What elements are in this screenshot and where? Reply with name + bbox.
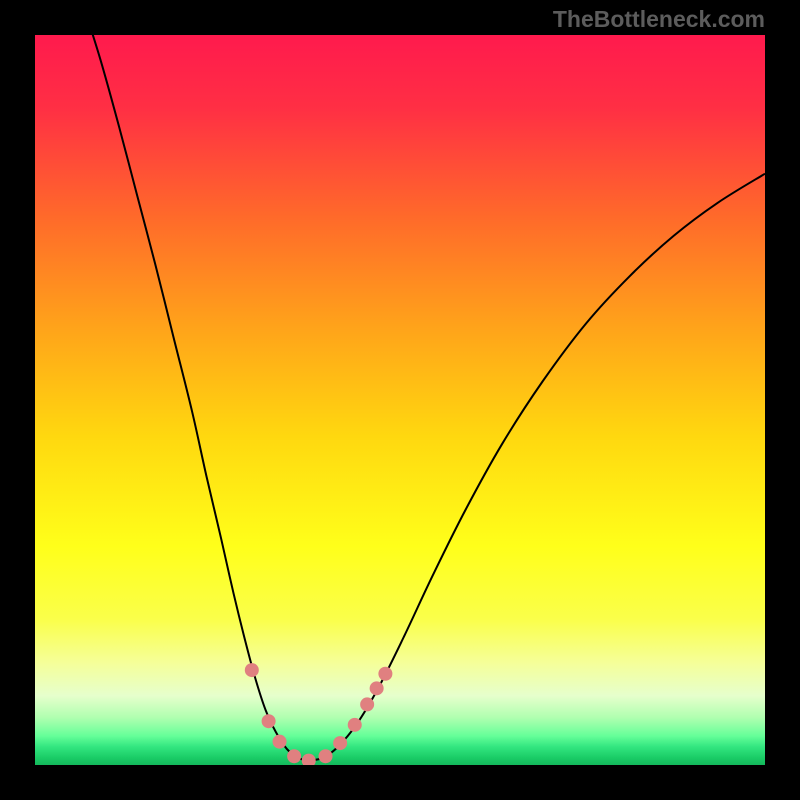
data-marker (273, 735, 287, 749)
data-marker (287, 749, 301, 763)
data-marker (378, 667, 392, 681)
data-marker (262, 714, 276, 728)
watermark-text: TheBottleneck.com (553, 6, 765, 33)
data-marker (370, 681, 384, 695)
data-marker (348, 718, 362, 732)
data-marker (302, 754, 316, 765)
plot-area (35, 35, 765, 765)
data-marker (333, 736, 347, 750)
data-marker (319, 749, 333, 763)
data-marker (360, 697, 374, 711)
curve-right-branch (309, 174, 765, 761)
chart-container: TheBottleneck.com (0, 0, 800, 800)
data-marker (245, 663, 259, 677)
curve-layer (35, 35, 765, 765)
curve-left-branch (85, 35, 309, 761)
